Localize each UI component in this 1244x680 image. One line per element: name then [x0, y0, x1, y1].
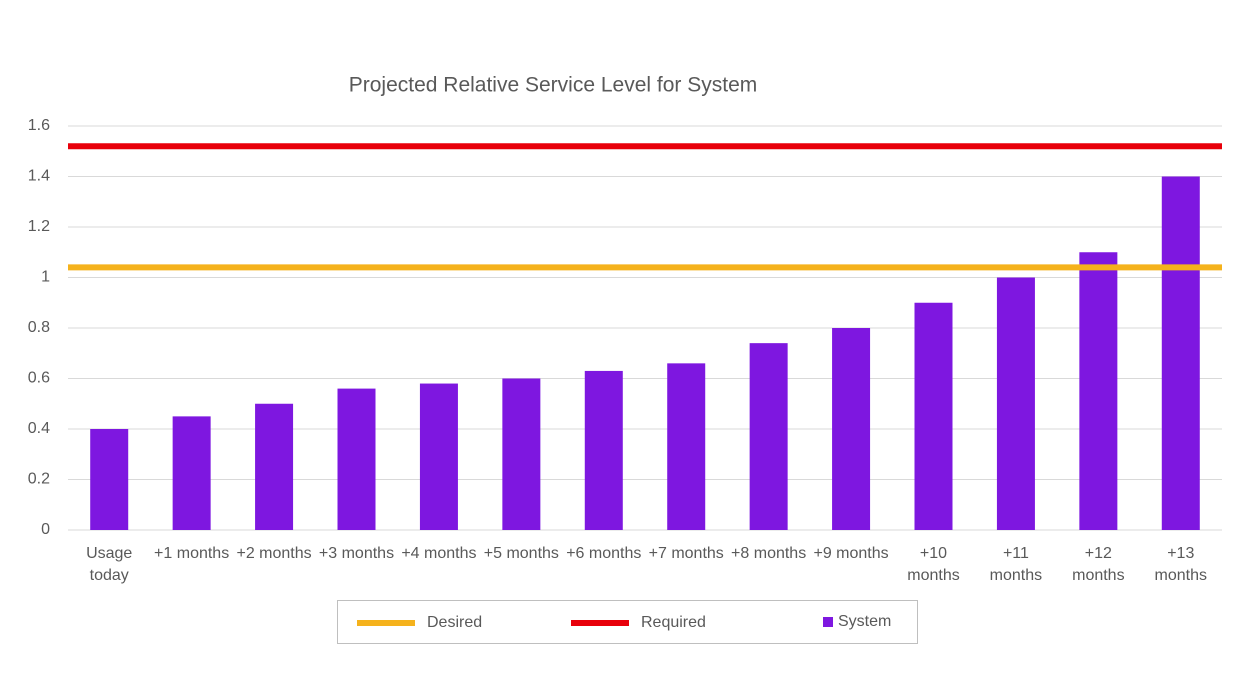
- x-tick-label: +6 months: [566, 545, 642, 562]
- bar: [502, 378, 541, 530]
- chart-title: Projected Relative Service Level for Sys…: [349, 74, 758, 97]
- x-tick-label: +9 months: [813, 545, 889, 562]
- bar: [90, 429, 129, 530]
- x-tick-label: +13 months: [1154, 545, 1207, 584]
- legend-label: Required: [641, 614, 706, 631]
- y-tick-label: 0.2: [28, 471, 50, 488]
- bar: [255, 403, 294, 530]
- y-tick-label: 0.8: [28, 319, 50, 336]
- bar: [337, 388, 376, 530]
- x-tick-label: +4 months: [401, 545, 477, 562]
- bar: [914, 302, 953, 530]
- x-tick-label: +7 months: [648, 545, 724, 562]
- y-tick-label: 1.2: [28, 218, 50, 235]
- bar: [1161, 176, 1200, 530]
- x-tick-label: +8 months: [731, 545, 807, 562]
- y-tick-label: 1.4: [28, 168, 50, 185]
- bar: [749, 343, 788, 530]
- bar: [1079, 252, 1118, 530]
- legend-label: System: [838, 613, 891, 630]
- x-tick-label: +12 months: [1072, 545, 1125, 584]
- y-tick-label: 0.6: [28, 370, 50, 387]
- bar: [832, 328, 871, 530]
- legend-box: [337, 600, 918, 644]
- bar: [419, 383, 458, 530]
- x-tick-label: Usage today: [86, 545, 133, 584]
- x-tick-label: +5 months: [483, 545, 559, 562]
- y-tick-label: 1: [41, 269, 50, 286]
- legend-label: Desired: [427, 614, 482, 631]
- bar: [584, 370, 623, 530]
- x-tick-label: +1 months: [154, 545, 230, 562]
- y-tick-label: 0.4: [28, 420, 50, 437]
- bar: [172, 416, 211, 530]
- bar: [667, 363, 706, 530]
- y-tick-label: 0: [41, 521, 50, 538]
- bar: [996, 277, 1035, 530]
- x-tick-label: +10 months: [907, 545, 960, 584]
- legend-swatch: [823, 617, 833, 627]
- x-tick-label: +3 months: [318, 545, 395, 562]
- x-tick-label: +2 months: [236, 545, 312, 562]
- x-tick-label: +11 months: [989, 545, 1043, 584]
- y-tick-label: 1.6: [28, 117, 50, 134]
